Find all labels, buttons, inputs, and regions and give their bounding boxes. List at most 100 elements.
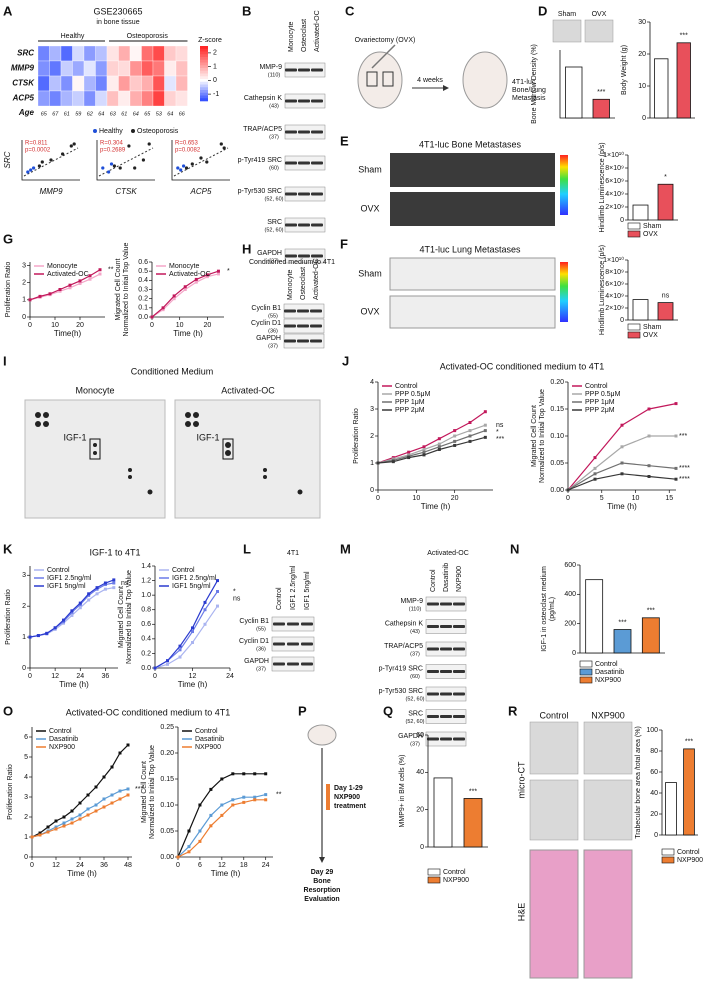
- series-line: [31, 788, 129, 838]
- heatmap-cell: [152, 45, 165, 62]
- row-label: H&E: [516, 903, 526, 922]
- blot-band: [284, 309, 296, 313]
- heatmap-cell: [83, 90, 96, 107]
- heatmap-cell: [141, 45, 154, 62]
- legend-label: Dasatinib: [195, 736, 224, 743]
- y-tick-label: 8×10⁹: [605, 165, 624, 172]
- x-tick-label: 0: [28, 673, 32, 680]
- bar: [657, 302, 674, 321]
- he-image: [583, 849, 633, 979]
- series-line: [31, 744, 129, 838]
- lane-label: Activated-OC: [313, 258, 320, 300]
- panel-letter: I: [3, 353, 7, 368]
- bar: [565, 66, 583, 119]
- data-point: [468, 434, 472, 438]
- age-label: 61: [64, 111, 70, 117]
- blot-row-label: GAPDH: [398, 733, 423, 740]
- data-point: [647, 407, 651, 411]
- data-point: [78, 606, 82, 610]
- x-tick-label: 36: [100, 862, 108, 869]
- y-axis-label: IGF-1 in osteoclast medium: [541, 566, 548, 652]
- scatter-point: [69, 144, 73, 148]
- heatmap-cell: [49, 60, 62, 77]
- legend-label: Dasatinib: [49, 736, 78, 743]
- bar: [592, 98, 610, 119]
- y-tick-label: 0: [620, 217, 624, 224]
- data-point: [242, 800, 246, 804]
- group-label: Osteoporosis: [127, 33, 169, 40]
- significance-label: ns: [496, 422, 504, 429]
- y-axis-label: Normalized to Initial Top Value: [123, 242, 130, 336]
- legend-label: NXP900: [595, 677, 621, 684]
- bar: [632, 299, 649, 321]
- data-point: [205, 275, 209, 279]
- data-point: [98, 272, 102, 276]
- legend-swatch: [579, 660, 593, 668]
- data-point: [566, 488, 570, 492]
- data-point: [187, 850, 191, 854]
- blot-row-label: p-Tyr419 SRC: [379, 665, 423, 672]
- y-tick-label: 1×10¹⁰: [603, 256, 624, 264]
- blot-band: [440, 647, 452, 651]
- stat-label: p=0.0002: [25, 148, 51, 154]
- heatmap-cell: [118, 90, 131, 107]
- legend-label: Healthy: [99, 128, 123, 135]
- annotation: Bone/Lung: [512, 87, 546, 94]
- data-point: [28, 635, 32, 639]
- colorbar-step: [200, 81, 208, 85]
- y-tick-label: 3: [370, 406, 374, 413]
- data-point: [620, 472, 624, 476]
- y-tick-label: 0.1: [138, 305, 148, 312]
- blot-band: [310, 339, 322, 343]
- row-label: SRC: [17, 49, 34, 58]
- data-point: [216, 269, 220, 273]
- blot-row-label: p-Tyr530 SRC: [238, 188, 282, 195]
- panel-letter: K: [3, 541, 13, 556]
- y-tick-label: 10: [638, 83, 646, 90]
- blot-band: [298, 99, 310, 103]
- blot-band: [453, 647, 465, 651]
- data-point: [48, 292, 52, 296]
- scatter-point: [107, 170, 111, 174]
- age-label: 63: [110, 111, 117, 117]
- legend-label: Control: [585, 383, 608, 390]
- stat-label: R=0.653: [175, 141, 199, 147]
- blot-row-label: p-Tyr419 SRC: [238, 157, 282, 164]
- age-label: 64: [98, 111, 104, 117]
- data-point: [194, 280, 198, 284]
- blot-size-label: (110): [268, 72, 281, 78]
- blot-band: [427, 737, 439, 741]
- y-tick-label: 0.4: [141, 636, 151, 643]
- data-point: [191, 641, 194, 644]
- colorbar-step: [200, 79, 208, 83]
- data-point: [78, 601, 82, 605]
- heatmap-cell: [175, 75, 188, 92]
- x-tick-label: 0: [153, 673, 157, 680]
- y-tick-label: 0.00: [160, 854, 174, 861]
- panel-letter: L: [243, 541, 251, 556]
- y-tick-label: 2×10⁹: [605, 204, 624, 211]
- scatter-point: [101, 166, 105, 170]
- x-axis-label: CTSK: [115, 187, 137, 196]
- x-tick-label: 0: [30, 862, 34, 869]
- colorbar: [560, 262, 568, 322]
- blot-size-label: (55): [256, 626, 266, 632]
- y-tick-label: 0.5: [138, 268, 148, 275]
- y-tick-label: 20: [416, 807, 424, 814]
- data-point: [28, 298, 32, 302]
- heatmap-cell: [37, 90, 50, 107]
- y-tick-label: 2: [24, 814, 28, 821]
- data-point: [54, 819, 58, 823]
- data-point: [88, 274, 92, 278]
- data-point: [220, 803, 224, 807]
- row-label: MMP9: [11, 64, 35, 73]
- blot-size-label: (55): [268, 313, 278, 319]
- y-tick-label: 0.3: [138, 286, 148, 293]
- colorbar-title: Z-score: [198, 37, 222, 44]
- y-tick-label: 8×10⁹: [605, 269, 624, 276]
- data-point: [45, 631, 49, 635]
- blot-row-label: Cyclin D1: [251, 320, 281, 327]
- heatmap-cell: [106, 45, 119, 62]
- heatmap-cell: [129, 90, 142, 107]
- x-tick-label: 20: [76, 322, 84, 329]
